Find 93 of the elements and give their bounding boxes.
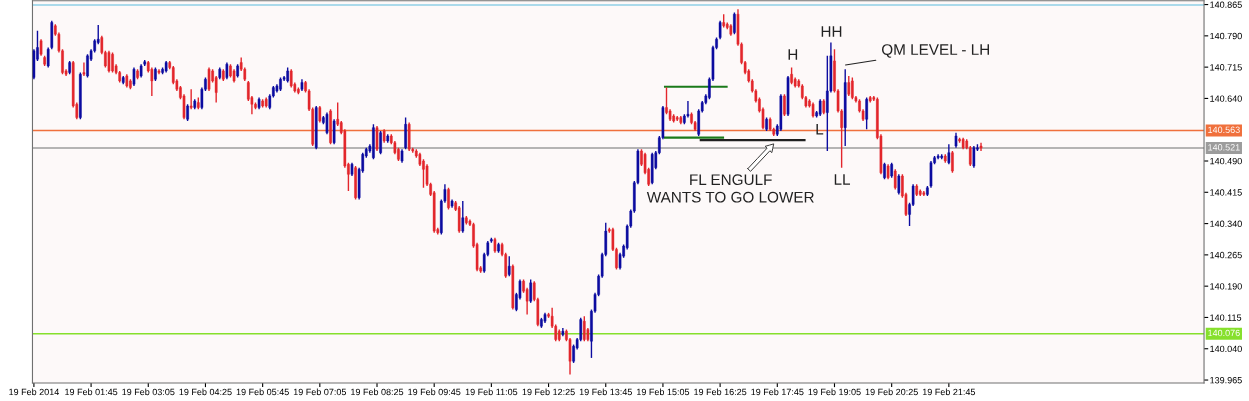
candlestick [189, 88, 193, 110]
candlestick [236, 63, 239, 79]
candlestick [68, 60, 71, 75]
candlestick [229, 63, 232, 79]
x-tick-label: 19 Feb 05:45 [236, 388, 289, 396]
y-tick-label: 140.790 [1210, 32, 1242, 40]
candlestick [672, 113, 675, 124]
candlestick [261, 98, 264, 109]
y-tick-label: 140.115 [1210, 314, 1242, 321]
candlestick [375, 125, 379, 152]
x-tick-label: 19 Feb 2014 [9, 388, 59, 396]
annotation: QM LEVEL - LH [882, 44, 989, 58]
y-tick-label: 140.415 [1210, 189, 1242, 196]
y-tick-label: 140.715 [1210, 64, 1242, 71]
candlestick [222, 68, 225, 82]
candlestick [86, 53, 89, 79]
x-tick-label: 19 Feb 15:05 [637, 388, 690, 396]
candlestick [972, 145, 976, 169]
candlestick [582, 315, 586, 342]
candlestick [947, 143, 951, 166]
candlestick [297, 86, 300, 95]
candlestick [279, 76, 282, 92]
annotation: LL [834, 174, 851, 185]
candlestick [286, 66, 289, 84]
candlestick [951, 150, 954, 174]
candlestick [79, 71, 82, 120]
candlestick [783, 93, 786, 117]
x-tick-label: 19 Feb 13:45 [579, 388, 632, 396]
candlestick [107, 50, 111, 74]
candlestick [111, 51, 114, 74]
candlestick [329, 108, 332, 146]
ref-line-label: 140.076 [1208, 329, 1240, 337]
candlestick [372, 123, 375, 161]
candlestick [883, 161, 886, 181]
candlestick [447, 187, 450, 211]
candlestick [136, 68, 139, 80]
candlestick [765, 116, 768, 132]
x-tick-label: 19 Feb 09:45 [408, 388, 461, 396]
candlestick [507, 255, 511, 277]
candlestick [43, 55, 46, 67]
x-tick-label: 19 Feb 08:25 [351, 388, 404, 396]
candlestick [958, 136, 961, 144]
candlestick [465, 215, 468, 226]
candlestick [893, 168, 897, 191]
candlestick [82, 61, 86, 77]
x-tick-label: 19 Feb 07:05 [293, 388, 347, 396]
candlestick [457, 205, 461, 234]
y-tick-label: 140.190 [1210, 283, 1242, 290]
candlestick [404, 116, 407, 151]
y-tick-label: 139.965 [1210, 377, 1242, 384]
candlestick [790, 66, 793, 85]
candlestick [890, 161, 893, 179]
candlestick [129, 78, 132, 90]
candlestick [325, 111, 329, 136]
y-tick-label: 140.265 [1210, 251, 1242, 259]
candlestick [897, 173, 901, 196]
annotation: FL ENGULF WANTS TO GO LOWER [646, 174, 814, 203]
x-tick-label: 19 Feb 01:45 [65, 388, 118, 396]
ref-line-label: 140.563 [1208, 126, 1240, 133]
y-tick-label: 140.865 [1210, 1, 1242, 8]
candlestick [540, 317, 543, 329]
candlestick [46, 46, 50, 69]
candlestick [847, 75, 851, 97]
x-tick-label: 19 Feb 19:05 [808, 388, 861, 396]
candlestick [718, 20, 722, 40]
annotation: HH [821, 26, 842, 37]
x-tick-label: 19 Feb 04:25 [179, 388, 232, 396]
x-tick-label: 19 Feb 21:45 [922, 388, 976, 396]
candlestick [332, 118, 336, 146]
annotation: H [788, 49, 798, 60]
candlestick [354, 165, 357, 201]
candlestick [132, 66, 136, 87]
candlestick [154, 66, 157, 82]
candlestick [851, 76, 854, 100]
x-tick-label: 19 Feb 17:45 [751, 388, 804, 396]
x-tick-label: 19 Feb 16:25 [694, 388, 747, 396]
candlestick [289, 68, 293, 89]
x-tick-label: 19 Feb 03:05 [122, 388, 175, 396]
candlestick [207, 66, 211, 92]
candlestick [461, 200, 465, 234]
candlestick [733, 11, 736, 35]
ref-line-label: 140.521 [1208, 144, 1240, 151]
candlestick [379, 130, 382, 156]
y-tick-label: 140.340 [1210, 220, 1242, 227]
x-tick-label: 19 Feb 11:05 [465, 388, 518, 396]
candlestick [497, 242, 500, 254]
x-tick-label: 19 Feb 12:25 [522, 388, 575, 396]
y-tick-label: 140.040 [1210, 345, 1242, 353]
candlestick [865, 96, 868, 130]
x-tick-label: 19 Feb 20:25 [865, 388, 918, 396]
y-tick-label: 140.490 [1210, 157, 1242, 165]
y-tick-label: 140.640 [1210, 95, 1242, 102]
candlestick [186, 103, 189, 122]
